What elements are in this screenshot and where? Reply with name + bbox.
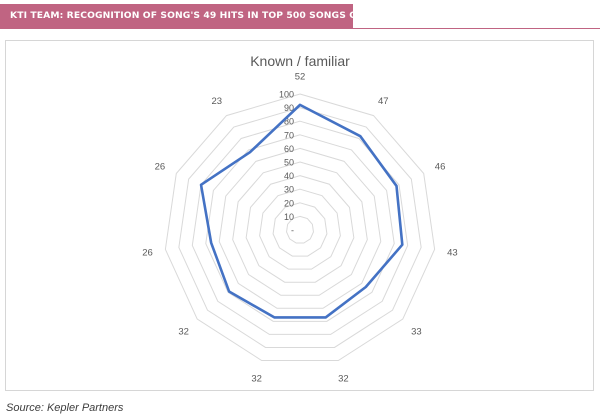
category-label: 43 — [447, 247, 458, 258]
radial-tick-label: 20 — [284, 198, 294, 208]
category-label: 46 — [435, 162, 446, 173]
report-header: KTI TEAM: RECOGNITION OF SONG'S 49 HITS … — [0, 4, 353, 28]
grid-ring — [259, 188, 341, 270]
radial-tick-label: 70 — [284, 130, 294, 140]
grid-ring — [178, 107, 422, 348]
category-label: 23 — [211, 96, 222, 107]
category-label: 26 — [142, 247, 153, 258]
grid-ring — [164, 93, 436, 361]
series-line — [199, 103, 404, 319]
category-label: 32 — [251, 373, 262, 384]
category-label: 47 — [378, 96, 389, 107]
chart-title: Known / familiar — [250, 53, 350, 69]
grid-ring — [232, 161, 368, 296]
radar-chart: Known / familiar -102030405060708090100 … — [142, 53, 457, 385]
radial-tick-label: - — [291, 226, 294, 236]
category-label: 52 — [295, 72, 306, 83]
grid-ring — [218, 147, 382, 309]
radar-series — [199, 103, 404, 319]
grid-ring — [191, 120, 409, 335]
category-label: 33 — [411, 326, 422, 337]
radial-tick-label: 90 — [284, 103, 294, 113]
grid-ring — [286, 215, 314, 244]
radial-tick-label: 30 — [284, 185, 294, 195]
grid-ring — [245, 175, 355, 283]
chart-frame: Known / familiar -10 20 30 40 50 60 70 80 90 100 … — [5, 40, 594, 391]
radial-tick-label: 60 — [284, 144, 294, 154]
radar-grid — [164, 93, 436, 361]
radial-tick-label: 40 — [284, 171, 294, 181]
source-note: Source: Kepler Partners — [6, 402, 124, 414]
radial-tick-label: 100 — [279, 90, 294, 100]
header-title: KTI TEAM: RECOGNITION OF SONG'S 49 HITS … — [10, 10, 353, 21]
grid-ring — [272, 202, 328, 257]
header-rule — [0, 28, 600, 29]
category-label: 32 — [338, 373, 349, 384]
category-labels: 52 47 46 43 33 32 32 32 26 26 23 — [142, 72, 457, 385]
grid-ring — [205, 134, 395, 322]
radial-tick-labels: - 10 20 30 40 50 60 70 80 90 100 — [279, 90, 294, 236]
category-label: 32 — [178, 326, 189, 337]
radial-tick-label: 10 — [284, 212, 294, 222]
radial-tick-label: 80 — [284, 117, 294, 127]
radial-tick-label: 50 — [284, 158, 294, 168]
category-label: 26 — [155, 162, 166, 173]
